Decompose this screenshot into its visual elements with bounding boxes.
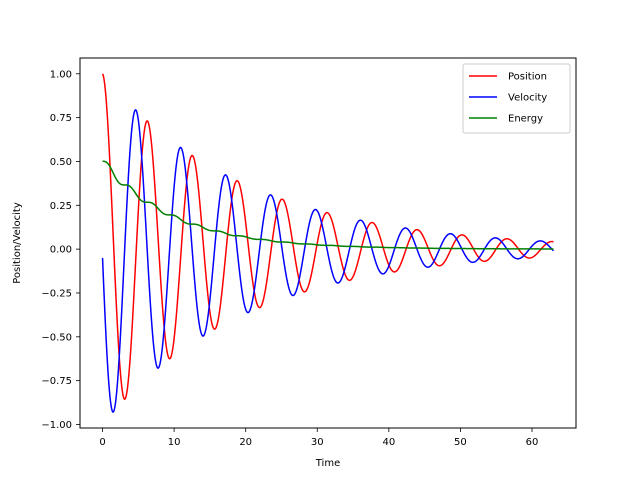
legend-box [462, 63, 571, 134]
series-layer [101, 73, 554, 413]
y-tick-label: 0.50 [50, 157, 72, 168]
y-tick-label: 0.75 [50, 113, 72, 124]
y-axis-ticks: −1.00 −0.75 −0.50 −0.25 0.00 0.25 0.50 0.75 1.00 [41, 69, 80, 431]
legend: Position Velocity Energy [462, 63, 571, 134]
y-tick-label: −0.50 [41, 332, 72, 343]
x-tick-label: 20 [239, 437, 252, 448]
legend-label-position: Position [508, 72, 547, 83]
y-tick-label: −1.00 [41, 420, 72, 431]
x-tick-label: 0 [99, 437, 105, 448]
x-axis-ticks: 0 10 20 30 40 50 60 [99, 428, 538, 448]
y-tick-label: 1.00 [50, 69, 72, 80]
legend-label-velocity: Velocity [508, 93, 547, 104]
y-axis-label: Position/Velocity [12, 202, 23, 284]
x-tick-label: 50 [454, 437, 467, 448]
legend-label-energy: Energy [508, 114, 543, 125]
series-line-velocity [101, 109, 554, 413]
x-axis-label: Time [315, 458, 340, 469]
x-tick-label: 60 [526, 437, 539, 448]
y-tick-label: −0.25 [41, 288, 72, 299]
x-tick-label: 10 [168, 437, 181, 448]
x-tick-label: 40 [382, 437, 395, 448]
x-tick-label: 30 [311, 437, 324, 448]
series-line-energy [102, 160, 554, 250]
plot-frame [79, 57, 577, 429]
y-tick-label: −0.75 [41, 376, 72, 387]
y-tick-label: 0.00 [50, 245, 72, 256]
series-line-position [101, 73, 554, 401]
y-tick-label: 0.25 [50, 201, 72, 212]
